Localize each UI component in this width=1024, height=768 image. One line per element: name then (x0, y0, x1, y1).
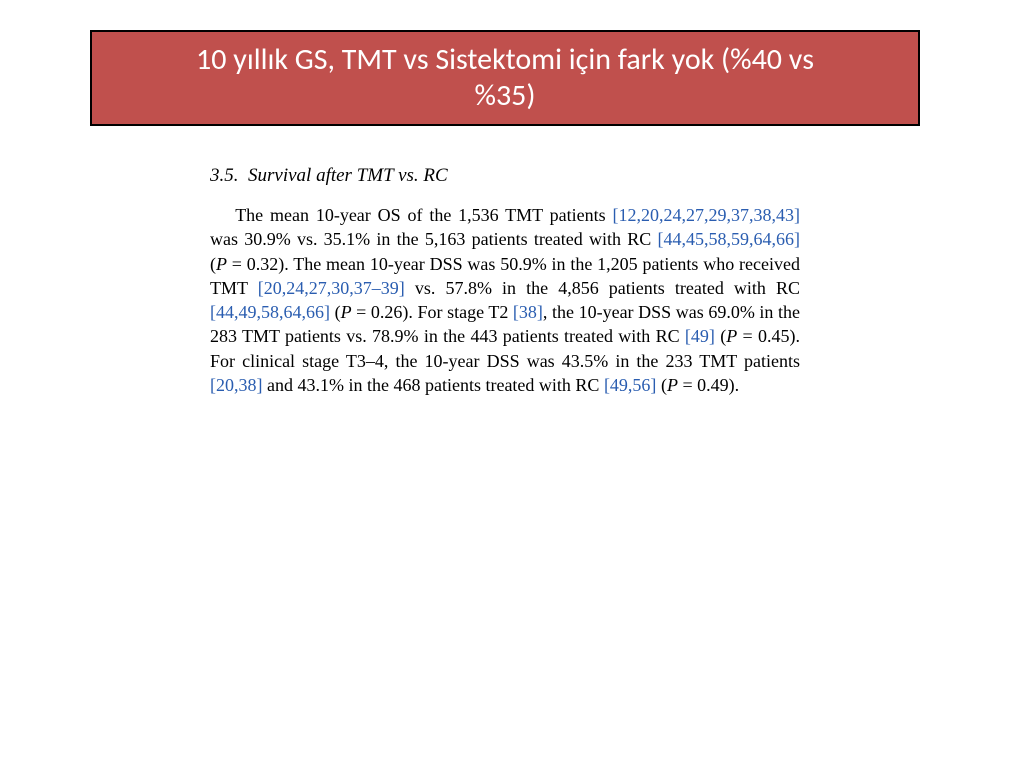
title-text: 10 yıllık GS, TMT vs Sistektomi için far… (102, 42, 908, 114)
citation: [12,20,24,27,29,37,38,43] (613, 205, 801, 225)
p-value-symbol: P (667, 375, 678, 395)
title-line1: 10 yıllık GS, TMT vs Sistektomi için far… (196, 41, 814, 78)
text-seg: The mean 10-year OS of the 1,536 TMT pat… (235, 205, 612, 225)
text-seg: = 0.26). For stage T2 (352, 302, 513, 322)
title-box: 10 yıllık GS, TMT vs Sistektomi için far… (90, 30, 920, 126)
citation: [44,49,58,64,66] (210, 302, 330, 322)
citation: [38] (513, 302, 543, 322)
body-paragraph: The mean 10-year OS of the 1,536 TMT pat… (210, 203, 800, 397)
citation: [49] (685, 326, 715, 346)
citation: [20,24,27,30,37–39] (258, 278, 405, 298)
text-seg: ( (656, 375, 667, 395)
citation: [44,45,58,59,64,66] (658, 229, 801, 249)
text-seg: ( (330, 302, 341, 322)
text-seg: = 0.49). (678, 375, 739, 395)
p-value-symbol: P (341, 302, 352, 322)
section-heading: 3.5. Survival after TMT vs. RC (210, 165, 800, 187)
citation: [20,38] (210, 375, 263, 395)
title-line2: %35) (475, 77, 536, 114)
text-seg: and 43.1% in the 468 patients treated wi… (263, 375, 604, 395)
content-block: 3.5. Survival after TMT vs. RC The mean … (210, 165, 800, 397)
text-seg: ( (715, 326, 726, 346)
citation: [49,56] (604, 375, 657, 395)
p-value-symbol: P (216, 254, 227, 274)
text-seg: was 30.9% vs. 35.1% in the 5,163 patient… (210, 229, 658, 249)
p-value-symbol: P (726, 326, 737, 346)
text-seg: vs. 57.8% in the 4,856 patients treated … (405, 278, 800, 298)
